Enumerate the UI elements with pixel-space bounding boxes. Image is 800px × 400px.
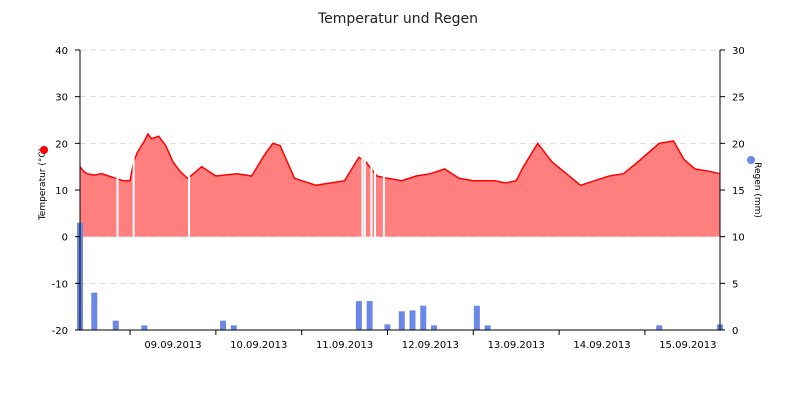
right-axis-ticks: 0 5 10 15 20 25 30 [720, 46, 745, 337]
rain-bar [220, 320, 227, 330]
rain-bar [230, 325, 237, 330]
right-tick-label: 10 [732, 233, 745, 244]
rain-bar [384, 324, 391, 330]
right-tick-label: 20 [732, 139, 745, 150]
x-tick-label: 10.09.2013 [230, 340, 287, 351]
rain-bar [473, 305, 480, 330]
x-tick-label: 15.09.2013 [659, 340, 716, 351]
data-gap [132, 140, 135, 237]
rain-bar [398, 311, 405, 330]
rain-bar [112, 320, 119, 330]
left-tick-label: -10 [52, 279, 68, 290]
data-gap [116, 140, 119, 237]
left-tick-label: 30 [55, 93, 68, 104]
temperature-line [79, 132, 721, 187]
right-tick-label: 5 [732, 279, 738, 290]
x-axis-ticks: 09.09.2013 10.09.2013 11.09.2013 12.09.2013… [129, 330, 716, 351]
left-tick-label: 40 [55, 46, 68, 57]
rain-bar [484, 325, 491, 330]
left-tick-label: 10 [55, 186, 68, 197]
right-axis-label: Regen (mm) [752, 162, 762, 218]
temperature-area [79, 132, 721, 237]
x-tick-label: 14.09.2013 [573, 340, 630, 351]
x-tick-label: 09.09.2013 [144, 340, 201, 351]
right-tick-label: 30 [732, 46, 745, 57]
temperature-fill [80, 134, 720, 237]
data-gap [373, 140, 376, 237]
right-tick-label: 0 [732, 326, 738, 337]
rain-bar [355, 301, 362, 330]
left-tick-label: 20 [55, 139, 68, 150]
data-gap [361, 140, 364, 237]
data-gap [363, 140, 366, 237]
rain-bar [409, 310, 416, 330]
left-axis-label: Temperatur (°C) [38, 148, 48, 221]
rain-bar [430, 325, 437, 330]
x-tick-label: 13.09.2013 [488, 340, 545, 351]
rain-bar [420, 305, 427, 330]
rain-bar [656, 325, 663, 330]
rain-bar [366, 301, 373, 330]
data-gap [370, 140, 373, 237]
left-tick-label: 0 [62, 233, 68, 244]
left-axis-ticks: -20 -10 0 10 20 30 40 [52, 46, 80, 337]
data-gap [382, 140, 385, 237]
x-tick-label: 12.09.2013 [402, 340, 459, 351]
right-tick-label: 25 [732, 93, 745, 104]
data-gap [188, 140, 191, 237]
x-tick-label: 11.09.2013 [316, 340, 373, 351]
left-axis-series-marker [40, 146, 48, 154]
rain-bar [141, 325, 148, 330]
rain-bar [91, 292, 98, 330]
right-axis-series-marker [747, 156, 755, 164]
chart-title: Temperatur und Regen [317, 11, 478, 27]
right-tick-label: 15 [732, 186, 745, 197]
rain-bars [77, 222, 723, 330]
left-tick-label: -20 [52, 326, 68, 337]
